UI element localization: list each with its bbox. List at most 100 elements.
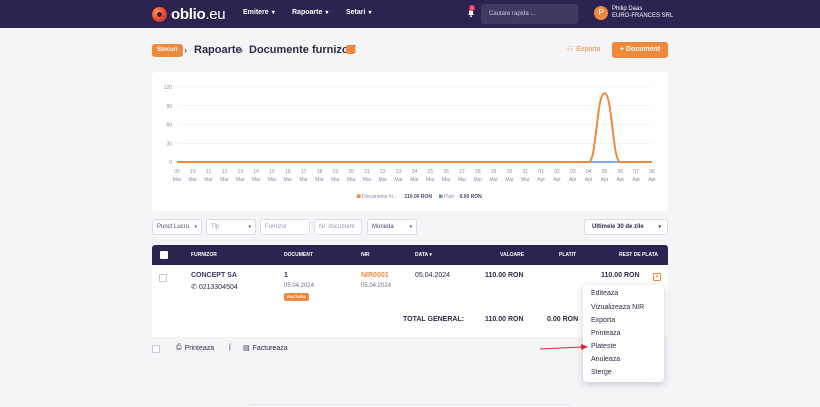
x-tick-label-day: 26: [443, 169, 449, 175]
column-header-furnizor[interactable]: FURNIZOR: [191, 252, 217, 258]
supplier-name-link[interactable]: CONCEPT SA: [191, 272, 237, 279]
add-document-button[interactable]: + Document: [612, 42, 668, 58]
annotation-arrow-icon: [539, 344, 588, 350]
x-tick-label-day: 23: [396, 169, 402, 175]
legend-label-1: Plati: [444, 194, 454, 200]
document-number[interactable]: 1: [284, 272, 288, 279]
x-tick-label-day: 31: [523, 169, 529, 175]
x-tick-label-day: 18: [317, 169, 323, 175]
chart-toggle-icon[interactable]: [346, 45, 355, 54]
menu-item-printeaza[interactable]: Printeaza: [591, 330, 621, 337]
x-tick-label-month: Mar: [394, 177, 403, 183]
column-header-data[interactable]: DATA ▾: [415, 252, 432, 258]
notification-bell-icon[interactable]: [466, 8, 476, 18]
x-tick-label-month: Mar: [189, 177, 198, 183]
x-tick-label-day: 28: [475, 169, 481, 175]
x-tick-label-month: Apr: [537, 177, 545, 183]
total-label: TOTAL GENERAL:: [403, 316, 465, 323]
chevron-down-icon: ▾: [368, 10, 372, 16]
x-tick-label-month: Mar: [474, 177, 483, 183]
y-tick-label: 0: [169, 160, 172, 166]
x-tick-label-month: Mar: [299, 177, 308, 183]
x-tick-label-month: Mar: [236, 177, 245, 183]
page-title: Documente furnizori: [249, 44, 356, 56]
row-date: 05.04.2024: [415, 272, 451, 279]
search-input[interactable]: Cautare rapida ...: [481, 4, 578, 24]
breadcrumb-section-badge[interactable]: Stocuri: [152, 44, 183, 57]
menu-item-anuleaza[interactable]: Anuleaza: [591, 356, 621, 363]
menu-item-vizualizeaza-nir[interactable]: Vizualizeaza NIR: [591, 304, 645, 311]
date-range-select[interactable]: Ultimele 30 de zile ▾: [584, 219, 668, 235]
x-tick-label-day: 17: [301, 169, 307, 175]
x-tick-label-month: Mar: [505, 177, 514, 183]
x-tick-label-day: 03: [570, 169, 576, 175]
x-tick-label-day: 12: [222, 169, 228, 175]
table-header: [152, 245, 668, 265]
filter-nr-document[interactable]: Nr. document: [314, 219, 362, 235]
breadcrumb-separator-icon: ›: [240, 45, 243, 55]
series-line-0: [177, 92, 652, 163]
x-tick-label-month: Mar: [252, 177, 261, 183]
breadcrumb-parent[interactable]: Rapoarte: [194, 44, 242, 56]
menu-item-exporta[interactable]: Exporta: [591, 317, 616, 324]
nir-date: 05.04.2024: [361, 283, 392, 289]
chevron-down-icon: ▾: [325, 10, 329, 16]
filter-tip[interactable]: Tip ▾: [206, 219, 256, 235]
row-actions-chevron-icon[interactable]: ▾: [653, 273, 661, 281]
x-tick-label-month: Mar: [521, 177, 530, 183]
user-export-icon: ⚇: [567, 46, 574, 53]
legend-swatch-0: [357, 194, 361, 198]
avatar[interactable]: P: [594, 6, 608, 20]
row-value: 110.00 RON: [485, 272, 524, 279]
column-header-document[interactable]: DOCUMENT: [284, 252, 313, 258]
x-tick-label-month: Mar: [268, 177, 277, 183]
column-header-platit[interactable]: PLATIT: [559, 252, 577, 258]
x-tick-label-day: 22: [380, 169, 386, 175]
export-button[interactable]: ⚇ Exporta: [567, 45, 601, 54]
row-rest: 110.00 RON: [601, 272, 640, 279]
nav-item-setari[interactable]: Setari ▾: [346, 9, 372, 16]
footer-divider: |: [229, 344, 231, 351]
logo[interactable]: oblio.eu: [152, 6, 226, 23]
x-tick-label-day: 08: [649, 169, 655, 175]
y-tick-label: 30: [166, 141, 172, 147]
menu-item-editeaza[interactable]: Editeaza: [591, 290, 619, 297]
x-tick-label-day: 20: [348, 169, 354, 175]
nav-item-emitere[interactable]: Emitere ▾: [243, 9, 275, 16]
filter-furnizor[interactable]: Furnizor: [260, 219, 310, 235]
menu-item-plateste[interactable]: Plateste: [591, 343, 617, 350]
x-tick-label-month: Mar: [331, 177, 340, 183]
print-button[interactable]: ⎙ Printeaza: [176, 344, 215, 352]
filter-moneda[interactable]: Moneda ▾: [367, 219, 417, 235]
user-info[interactable]: Philip Daas EURO-FRANCES SRL: [612, 6, 673, 20]
invoice-button[interactable]: ▤ Factureaza: [243, 344, 288, 353]
invoice-icon: ▤: [243, 345, 250, 352]
x-tick-label-day: 05: [602, 169, 608, 175]
total-paid: 0.00 RON: [547, 316, 579, 323]
legend-label-0: Documente fu...: [362, 194, 397, 200]
select-all-checkbox[interactable]: [160, 251, 168, 259]
legend-total-0: 110.00 RON: [405, 194, 433, 200]
x-tick-label-day: 15: [269, 169, 275, 175]
total-value: 110.00 RON: [485, 316, 524, 323]
column-header-rest-de-plata[interactable]: REST DE PLATA: [619, 252, 658, 258]
nav-item-rapoarte[interactable]: Rapoarte ▾: [292, 9, 329, 16]
menu-item-sterge[interactable]: Sterge: [591, 369, 612, 376]
column-header-valoare[interactable]: VALOARE: [500, 252, 525, 258]
nir-link[interactable]: NIR0001: [361, 272, 389, 279]
y-tick-label: 120: [164, 85, 173, 91]
logo-mark-icon: [152, 6, 167, 22]
footer-checkbox[interactable]: [152, 345, 160, 353]
row-checkbox[interactable]: [159, 274, 167, 282]
printer-icon: ⎙: [176, 344, 182, 351]
x-tick-label-month: Apr: [648, 177, 656, 183]
x-tick-label-month: Mar: [458, 177, 467, 183]
x-tick-label-month: Mar: [442, 177, 451, 183]
x-tick-label-month: Apr: [601, 177, 609, 183]
x-tick-label-month: Mar: [315, 177, 324, 183]
x-tick-label-day: 04: [586, 169, 592, 175]
table-body: [152, 265, 668, 337]
filter-punct-lucru[interactable]: Punct Lucru ▾: [152, 219, 202, 235]
x-tick-label-day: 14: [253, 169, 259, 175]
column-header-nir[interactable]: NIR: [361, 252, 370, 258]
